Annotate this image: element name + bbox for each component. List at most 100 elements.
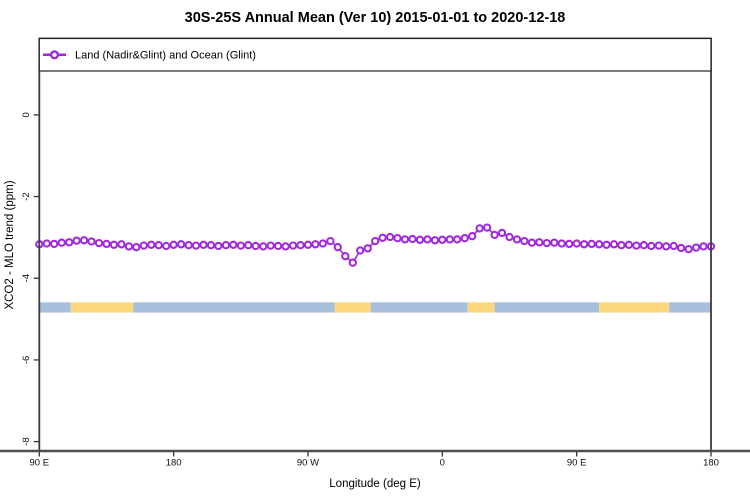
data-point-marker <box>363 244 372 253</box>
data-point-marker <box>79 236 89 245</box>
data-point-marker <box>348 258 357 267</box>
data-point-marker <box>124 242 134 251</box>
surface-band-layer <box>39 302 711 313</box>
data-point-marker <box>385 232 395 242</box>
data-point-marker <box>587 239 596 249</box>
data-point-marker <box>415 235 425 244</box>
y-tick-label: -6 <box>21 356 32 364</box>
surface-band-segment-ocean <box>39 302 71 313</box>
data-series-layer <box>35 223 716 267</box>
data-point-marker <box>72 236 81 245</box>
y-tick-label: -4 <box>21 274 32 282</box>
data-point-marker <box>296 241 305 250</box>
x-tick-label: 90 E <box>30 458 50 469</box>
data-point-marker <box>191 241 201 250</box>
data-point-marker <box>229 240 238 249</box>
data-point-marker <box>154 241 163 250</box>
data-point-marker <box>624 240 634 249</box>
data-point-marker <box>341 252 350 261</box>
data-point-marker <box>273 241 283 251</box>
data-point-marker <box>50 239 59 249</box>
legend-label: Land (Nadir&Glint) and Ocean (Glint) <box>75 50 256 62</box>
x-tick-label: 180 <box>166 458 182 469</box>
data-point-marker <box>408 234 417 244</box>
axis-ticks-layer: 90 E 180 90 W 0 90 E 180 0 -2 -4 -6 -8 <box>21 112 719 468</box>
legend-sample-marker <box>49 50 60 60</box>
data-point-marker <box>356 246 365 255</box>
surface-band-segment-land <box>467 302 495 313</box>
data-point-marker <box>676 243 686 253</box>
x-tick-label: 0 <box>440 458 445 469</box>
data-point-marker <box>520 236 529 246</box>
data-point-marker <box>221 241 231 250</box>
y-tick-label: -8 <box>21 437 32 445</box>
data-point-marker <box>132 243 141 252</box>
surface-band-segment-ocean <box>370 302 468 313</box>
data-point-marker <box>423 235 432 244</box>
data-point-marker <box>430 236 440 245</box>
data-point-marker <box>117 240 126 249</box>
data-point-marker <box>505 232 514 242</box>
data-point-marker <box>176 240 186 249</box>
data-point-marker <box>371 236 380 246</box>
data-point-marker <box>236 241 245 250</box>
data-point-marker <box>542 238 551 248</box>
data-point-marker <box>162 241 171 251</box>
data-point-marker <box>535 238 544 247</box>
data-point-marker <box>468 232 477 241</box>
data-point-marker <box>244 241 253 250</box>
data-point-marker <box>318 239 328 248</box>
data-point-marker <box>438 235 447 244</box>
data-point-marker <box>400 235 410 244</box>
data-point-marker <box>311 240 320 249</box>
legend-box <box>38 37 712 72</box>
data-point-marker <box>378 233 387 242</box>
x-axis-label: Longitude (deg E) <box>329 478 421 490</box>
data-point-marker <box>609 240 619 249</box>
data-point-marker <box>512 235 522 244</box>
data-point-marker <box>482 223 492 232</box>
x-tick-label: 90 E <box>567 458 587 469</box>
data-point-marker <box>139 241 148 250</box>
data-point-marker <box>214 241 223 251</box>
data-point-marker <box>109 240 119 249</box>
data-point-marker <box>594 240 604 249</box>
surface-band-segment-land <box>334 302 371 313</box>
data-point-marker <box>647 241 656 251</box>
data-point-marker <box>169 240 178 249</box>
data-point-marker <box>639 241 648 250</box>
data-point-marker <box>199 240 208 249</box>
data-point-marker <box>266 241 275 250</box>
data-point-marker <box>288 241 298 250</box>
data-point-marker <box>251 241 260 251</box>
data-point-marker <box>460 234 469 243</box>
data-point-marker <box>206 241 216 250</box>
data-point-marker <box>333 243 342 252</box>
surface-band-segment-ocean <box>494 302 600 313</box>
data-point-marker <box>617 241 626 250</box>
y-axis-label: XCO2 - MLO trend (ppm) <box>4 180 16 309</box>
data-point-marker <box>57 238 66 247</box>
data-point-marker <box>445 235 454 244</box>
data-point-marker <box>691 243 701 252</box>
data-point-marker <box>259 242 268 251</box>
surface-band-segment-ocean <box>669 302 711 313</box>
data-point-marker <box>303 240 313 249</box>
data-point-marker <box>684 245 693 254</box>
data-point-marker <box>475 224 484 233</box>
data-point-marker <box>87 237 96 246</box>
y-tick-label: 0 <box>21 112 32 117</box>
surface-band-segment-ocean <box>133 302 335 313</box>
data-point-marker <box>497 228 507 238</box>
data-point-marker <box>147 240 156 249</box>
data-point-marker <box>632 241 641 250</box>
data-point-marker <box>42 239 51 248</box>
data-point-marker <box>490 230 499 240</box>
data-point-marker <box>281 242 290 251</box>
surface-band-segment-land <box>70 302 134 313</box>
data-point-marker <box>393 234 402 243</box>
data-point-marker <box>699 242 708 251</box>
data-point-marker <box>654 241 663 250</box>
